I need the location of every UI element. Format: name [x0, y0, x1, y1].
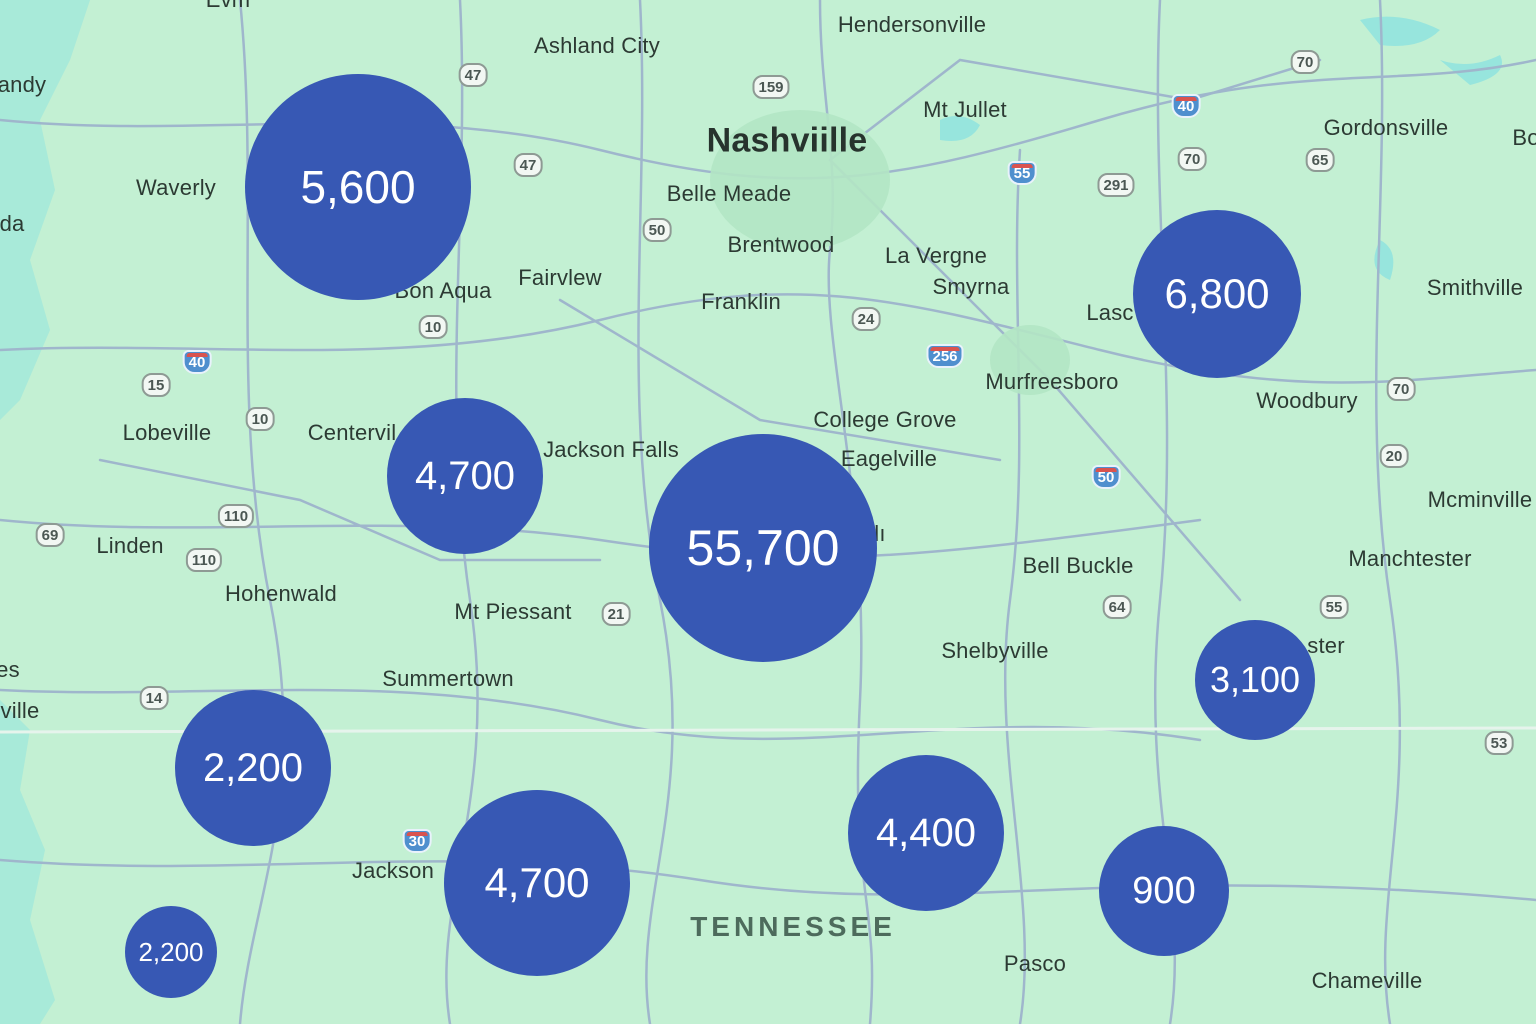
- town-label-la-vergne: La Vergne: [884, 243, 988, 268]
- cluster-count: 55,700: [686, 520, 840, 576]
- town-label-woodbury: Woodbury: [1256, 388, 1358, 413]
- route-shield-70: 70: [1290, 50, 1320, 74]
- town-label-evm: Evm: [206, 0, 251, 13]
- town-label-waverly: Waverly: [135, 175, 217, 200]
- town-label-mcminnville: Mcminville: [1427, 487, 1533, 512]
- urban-area: [710, 110, 1070, 395]
- town-label-ster: ster: [1307, 633, 1345, 658]
- cluster-count: 3,100: [1209, 659, 1301, 700]
- route-shield-53: 53: [1484, 731, 1514, 755]
- town-label-lobelville: Lobeville: [122, 420, 212, 445]
- route-shield-55: 55: [1319, 595, 1349, 619]
- state-label: TENNESSEE: [690, 911, 896, 942]
- town-label-jackson: Jackson: [351, 858, 435, 883]
- interstate-shield-256: 256: [926, 344, 964, 368]
- town-label-murfreesboro: Murfreesboro: [985, 369, 1119, 394]
- town-label-brentwood: Brentwood: [727, 232, 835, 257]
- town-label-hendersonville: Hendersonville: [837, 12, 987, 37]
- town-label-lasc: Lasc: [1086, 300, 1134, 325]
- cluster-marker[interactable]: 4,700: [387, 398, 543, 554]
- cluster-marker[interactable]: 900: [1099, 826, 1229, 956]
- cluster-marker[interactable]: 4,400: [848, 755, 1004, 911]
- town-label-mt-juliet: Mt Jullet: [923, 97, 1007, 122]
- town-label-partial: lı: [874, 521, 886, 546]
- town-label-shelbyville: Shelbyville: [941, 638, 1049, 663]
- route-shield-20: 20: [1379, 444, 1409, 468]
- town-label-belle-meade: Belle Meade: [666, 181, 792, 206]
- route-shield-10: 10: [245, 407, 275, 431]
- route-shield-70: 70: [1386, 377, 1416, 401]
- cluster-marker[interactable]: 5,600: [245, 74, 471, 300]
- town-label-summertown: Summertown: [382, 666, 514, 691]
- town-label-college-grove: College Grove: [813, 407, 957, 432]
- town-label-andy: andy: [0, 72, 47, 97]
- town-label-bell-buckle: Bell Buckle: [1022, 553, 1134, 578]
- route-shield-50: 50: [642, 218, 672, 242]
- town-label-smithville: Smithville: [1426, 275, 1524, 300]
- town-label-smyrna: Smyrna: [932, 274, 1010, 299]
- town-label-chameville: Chameville: [1311, 968, 1423, 993]
- cluster-marker[interactable]: 6,800: [1133, 210, 1301, 378]
- cluster-count: 2,200: [202, 745, 304, 790]
- cluster-marker[interactable]: 2,200: [125, 906, 217, 998]
- route-shield-69: 69: [35, 523, 65, 547]
- city-label-nashville: Nashviille: [706, 121, 868, 160]
- route-shield-110: 110: [185, 548, 223, 572]
- route-shield-291: 291: [1097, 173, 1135, 197]
- interstate-shield-40: 40: [1171, 94, 1201, 118]
- town-label-jackson-falls: Jackson Falls: [543, 437, 679, 462]
- town-label-hohenwald: Hohenwald: [225, 581, 337, 606]
- cluster-count: 900: [1132, 869, 1196, 912]
- town-label-bo: Bo: [1512, 125, 1536, 150]
- town-label-ville: ville: [0, 698, 40, 723]
- cluster-count: 4,700: [484, 859, 590, 906]
- cluster-count: 6,800: [1164, 270, 1270, 317]
- town-label-franklin: Franklin: [701, 289, 781, 314]
- route-shield-14: 14: [139, 686, 169, 710]
- cluster-count: 4,700: [414, 453, 516, 498]
- route-shield-70: 70: [1177, 147, 1207, 171]
- cluster-count: 2,200: [138, 936, 204, 967]
- cluster-marker[interactable]: 55,700: [649, 434, 877, 662]
- interstate-shield-40: 40: [182, 350, 212, 374]
- cluster-count: 4,400: [875, 810, 977, 855]
- town-label-manchester: Manchtester: [1348, 546, 1472, 571]
- route-shield-24: 24: [851, 307, 881, 331]
- town-label-pasco: Pasco: [1003, 951, 1067, 976]
- route-shield-15: 15: [141, 373, 171, 397]
- cluster-marker[interactable]: 2,200: [175, 690, 331, 846]
- cluster-marker[interactable]: 4,700: [444, 790, 630, 976]
- route-shield-47: 47: [513, 153, 543, 177]
- cluster-marker[interactable]: 3,100: [1195, 620, 1315, 740]
- route-shield-21: 21: [601, 602, 631, 626]
- route-shield-159: 159: [752, 75, 790, 99]
- town-label-es: es: [0, 657, 20, 682]
- cluster-count: 5,600: [300, 161, 416, 213]
- route-shield-64: 64: [1102, 595, 1132, 619]
- town-label-linden: Linden: [96, 533, 164, 558]
- route-shield-65: 65: [1305, 148, 1335, 172]
- route-shield-10: 10: [418, 315, 448, 339]
- route-shield-110: 110: [217, 504, 255, 528]
- town-label-eagleville: Eagelville: [840, 446, 938, 471]
- town-label-gordonsville: Gordonsville: [1323, 115, 1449, 140]
- town-label-mt-pleasant: Mt Piessant: [454, 599, 572, 624]
- town-label-da: da: [0, 211, 25, 236]
- interstate-shield-55: 55: [1007, 161, 1037, 185]
- town-label-fairview: Fairvlew: [518, 265, 602, 290]
- interstate-shield-50: 50: [1091, 465, 1121, 489]
- town-label-centerville: Centervil: [307, 420, 397, 445]
- route-shield-47: 47: [458, 63, 488, 87]
- town-label-ashland-city: Ashland City: [534, 33, 660, 58]
- interstate-shield-30: 30: [402, 829, 432, 853]
